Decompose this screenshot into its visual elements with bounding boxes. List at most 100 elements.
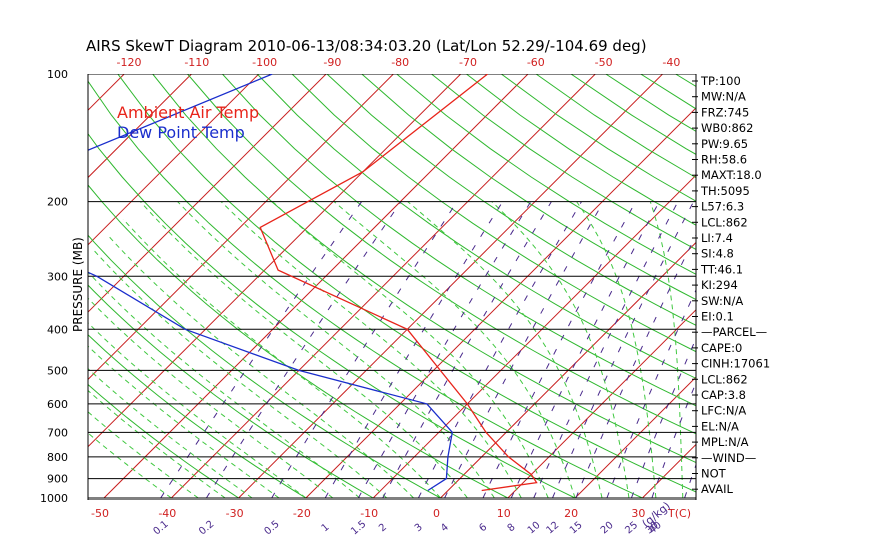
index-entry: TT:46.1: [700, 262, 743, 276]
moist-adiabat: [88, 432, 172, 499]
moist-adiabat: [491, 201, 630, 499]
dry-adiabat: [501, 74, 696, 202]
mixing-ratio-label: 10: [526, 520, 543, 537]
index-entry: TH:5095: [700, 184, 750, 198]
mixing-ratio-label: 0.5: [262, 519, 281, 538]
top-temp-tick: -80: [391, 56, 409, 69]
moist-adiabat: [88, 297, 334, 499]
top-temp-tick: -50: [595, 56, 613, 69]
moist-adiabat: [407, 201, 603, 499]
pressure-tick-1000: 1000: [40, 492, 68, 505]
pressure-tick-200: 200: [47, 196, 68, 209]
moist-adiabat: [88, 322, 307, 499]
isotherm: [305, 107, 696, 499]
index-entry: MAXT:18.0: [701, 168, 762, 182]
index-entry: FRZ:745: [701, 105, 749, 119]
index-entry: CAP:3.8: [701, 388, 746, 402]
pressure-tick-300: 300: [47, 270, 68, 283]
top-temp-tick: -40: [662, 56, 680, 69]
index-entry: LI:7.4: [701, 231, 733, 245]
isotherm: [88, 74, 260, 246]
moist-adiabat: [88, 271, 361, 499]
moist-adiabat: [649, 201, 684, 499]
mixing-ratio-label: 6: [477, 522, 489, 535]
chart-title: AIRS SkewT Diagram 2010-06-13/08:34:03.2…: [86, 37, 647, 55]
index-entry: EL:N/A: [701, 419, 739, 433]
isotherm: [238, 74, 663, 499]
index-entry: MW:N/A: [701, 90, 746, 104]
legend-temp: Ambient Air Temp: [117, 103, 259, 122]
index-entry: L57:6.3: [701, 200, 744, 214]
temp-unit-label: T(C): [667, 507, 691, 520]
isotherm: [88, 74, 462, 448]
dry-adiabat: [88, 184, 509, 499]
mixing-ratio-label: 20: [599, 520, 616, 537]
bottom-temp-tick: 30: [631, 507, 645, 520]
dry-adiabat: [187, 74, 696, 435]
index-entry: AVAIL: [701, 482, 734, 496]
moist-adiabat: [140, 201, 468, 499]
grid-lines: [88, 74, 870, 500]
isotherm: [777, 74, 870, 498]
index-entry: EI:0.1: [701, 310, 734, 324]
moist-adiabat: [220, 201, 522, 499]
pressure-tick-400: 400: [47, 323, 68, 336]
series-group: [88, 74, 538, 492]
top-temp-tick: -110: [184, 56, 209, 69]
dry-adiabat: [88, 334, 307, 499]
index-entry: —PARCEL—: [701, 325, 767, 339]
bottom-temp-tick: -20: [293, 507, 311, 520]
index-entry: WB0:862: [701, 121, 753, 135]
index-entry: —WIND—: [701, 451, 756, 465]
index-entry: TP:100: [700, 74, 741, 88]
index-entry: PW:9.65: [701, 137, 748, 151]
mixing-ratio-line: [205, 201, 402, 499]
top-temp-tick: -90: [323, 56, 341, 69]
top-temp-tick: -120: [117, 56, 142, 69]
pressure-tick-700: 700: [47, 426, 68, 439]
dry-adiabat: [88, 383, 239, 499]
dry-adiabat: [88, 80, 643, 499]
moist-adiabat: [122, 218, 441, 499]
pressure-tick-labels: 100 200 300 400 500 600 700 800 900 1000: [40, 68, 68, 505]
isotherm: [440, 241, 696, 499]
mixing-ratio-label: 12: [544, 520, 561, 537]
isotherm: [642, 443, 696, 499]
legend: Ambient Air Temp Dew Point Temp: [117, 103, 259, 142]
mixing-ratio-label: 15: [568, 520, 585, 537]
isotherm: [507, 309, 696, 499]
dry-adiabat: [745, 74, 870, 498]
bottom-temp-tick-labels: -50 -40 -30 -20 -10 0 10 20 30: [91, 507, 645, 520]
dry-adiabat: [88, 234, 441, 499]
pressure-tick-500: 500: [47, 364, 68, 377]
index-entry: LFC:N/A: [701, 404, 746, 418]
isotherm: [103, 74, 529, 499]
index-entry: RH:58.6: [701, 153, 747, 167]
index-entry: LCL:862: [701, 372, 748, 386]
top-temp-tick: -60: [527, 56, 545, 69]
dry-adiabat: [256, 74, 696, 379]
bottom-temp-tick: 20: [564, 507, 578, 520]
dry-adiabat: [222, 74, 696, 407]
dry-adiabat: [396, 74, 696, 275]
mixing-ratio-line: [324, 201, 504, 499]
dry-adiabat: [291, 74, 696, 353]
temperature-profile: [259, 74, 538, 492]
mixing-ratio-label: 1.5: [349, 519, 368, 538]
mixing-ratio-label: 3: [413, 522, 425, 535]
mixing-ratio-line: [417, 201, 582, 499]
mixing-ratio-line: [444, 201, 604, 499]
isotherm: [88, 74, 192, 179]
bottom-temp-tick: -10: [360, 507, 378, 520]
bottom-temp-tick: -30: [226, 507, 244, 520]
mixing-ratio-label: 8: [506, 522, 518, 535]
top-temp-tick: -100: [252, 56, 277, 69]
index-entry: NOT: [701, 467, 727, 481]
top-temp-tick: -70: [459, 56, 477, 69]
mixing-ratio-label: 0.1: [151, 519, 170, 538]
isotherm: [574, 376, 696, 499]
isotherm: [372, 174, 696, 499]
dry-adiabat: [361, 74, 696, 301]
moist-adiabat: [88, 367, 253, 499]
